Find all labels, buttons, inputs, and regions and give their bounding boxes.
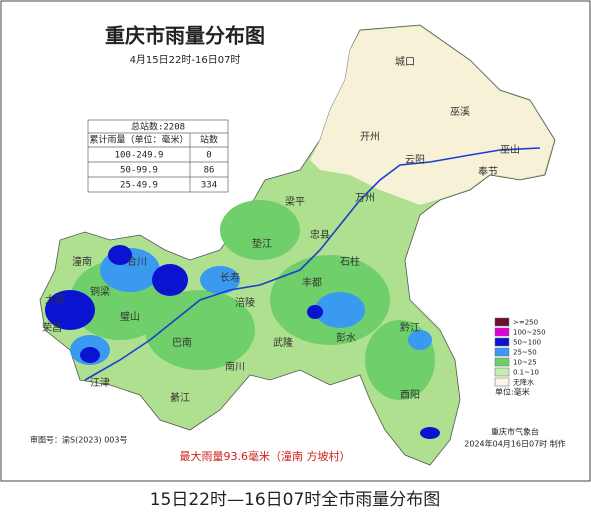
district-label: 涪陵 bbox=[235, 296, 255, 309]
legend-swatch bbox=[494, 317, 510, 327]
table-cell: 25-49.9 bbox=[120, 181, 158, 191]
table-cell: 50-99.9 bbox=[120, 166, 158, 176]
district-label: 奉节 bbox=[478, 165, 498, 178]
legend-label: >=250 bbox=[513, 319, 538, 327]
legend-label: 无降水 bbox=[513, 378, 534, 387]
district-label: 荣昌 bbox=[42, 322, 62, 334]
district-label: 江津 bbox=[90, 377, 110, 389]
table-cell: 334 bbox=[201, 181, 217, 191]
table-title: 总站数:2208 bbox=[131, 121, 185, 133]
legend-swatch bbox=[494, 347, 510, 357]
agency: 重庆市气象台 bbox=[491, 427, 539, 437]
legend-swatch bbox=[494, 367, 510, 377]
district-label: 城口 bbox=[395, 56, 415, 68]
legend-label: 25~50 bbox=[513, 349, 537, 357]
legend-label: 0.1~10 bbox=[513, 369, 539, 377]
district-label: 巫溪 bbox=[450, 106, 470, 118]
district-label: 巴南 bbox=[172, 336, 192, 349]
table-header: 累计雨量（单位：毫米） bbox=[89, 134, 188, 146]
district-label: 铜梁 bbox=[90, 285, 110, 298]
dry-area bbox=[310, 26, 554, 205]
map-title: 重庆市雨量分布图 bbox=[105, 24, 265, 48]
district-label: 武隆 bbox=[273, 336, 293, 349]
district-label: 黔江 bbox=[400, 321, 420, 334]
caption: 15日22时—16日07时全市雨量分布图 bbox=[150, 490, 441, 510]
district-label: 南川 bbox=[225, 360, 245, 373]
table-cell: 0 bbox=[206, 151, 211, 161]
river bbox=[84, 147, 541, 381]
district-label: 垫江 bbox=[252, 237, 272, 250]
district-label: 璧山 bbox=[120, 310, 140, 323]
district-label: 丰都 bbox=[302, 276, 322, 289]
map-subtitle: 4月15日22时-16日07时 bbox=[130, 54, 241, 66]
district-label: 开州 bbox=[360, 131, 380, 143]
table-header: 站数 bbox=[200, 134, 218, 146]
district-label: 云阳 bbox=[405, 154, 425, 166]
legend-swatch bbox=[494, 337, 510, 347]
legend-swatch bbox=[494, 377, 510, 387]
legend-swatch bbox=[494, 357, 510, 367]
legend-label: 100~250 bbox=[513, 329, 546, 337]
district-label: 长寿 bbox=[220, 271, 240, 284]
legend-swatch bbox=[494, 327, 510, 337]
district-label: 梁平 bbox=[285, 195, 305, 208]
district-label: 合川 bbox=[127, 255, 147, 268]
table-cell: 100-249.9 bbox=[115, 151, 164, 161]
stats-table bbox=[87, 119, 229, 193]
table-cell: 86 bbox=[204, 166, 215, 176]
approval-number: 审图号：渝S(2023) 003号 bbox=[30, 435, 128, 445]
district-label: 酉阳 bbox=[400, 389, 420, 401]
district-label: 綦江 bbox=[170, 391, 190, 404]
district-label: 巫山 bbox=[500, 144, 520, 156]
legend-unit: 单位:毫米 bbox=[495, 387, 530, 397]
legend-label: 10~25 bbox=[513, 359, 537, 367]
made-time: 2024年04月16日07时 制作 bbox=[464, 439, 565, 449]
district-label: 忠县 bbox=[310, 229, 330, 241]
legend-label: 50~100 bbox=[513, 339, 541, 347]
district-label: 大足 bbox=[45, 293, 65, 306]
max-rain-note: 最大雨量93.6毫米（潼南 方坡村） bbox=[180, 449, 351, 463]
district-label: 万州 bbox=[355, 192, 375, 204]
rain-very-heavy bbox=[45, 245, 440, 439]
district-label: 彭水 bbox=[336, 331, 356, 344]
district-label: 石柱 bbox=[340, 255, 360, 268]
district-label: 潼南 bbox=[72, 255, 92, 268]
